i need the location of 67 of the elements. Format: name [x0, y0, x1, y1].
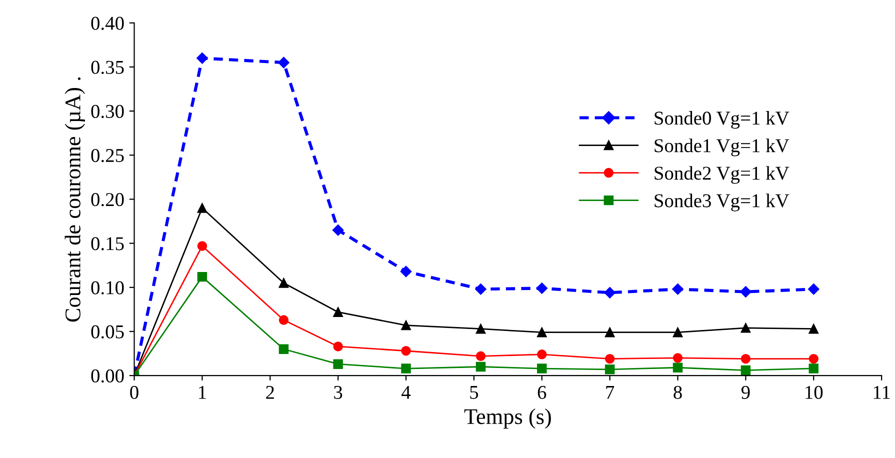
point — [740, 286, 752, 298]
point — [808, 364, 818, 374]
point — [197, 203, 208, 213]
x-tick-label: 9 — [741, 386, 750, 399]
legend-label: Sonde1 Vg=1 kV — [654, 138, 790, 156]
y-tick-label: 0.10 — [91, 281, 124, 294]
point — [808, 354, 818, 364]
point — [672, 353, 683, 363]
point — [476, 324, 486, 334]
point — [537, 364, 547, 374]
point — [476, 351, 486, 362]
point — [401, 320, 411, 330]
x-tick-label: 3 — [334, 386, 342, 399]
point — [604, 328, 615, 338]
x-tick-label: 7 — [606, 386, 614, 399]
y-axis-title: Courant de couronne (µA) . — [64, 77, 85, 322]
point — [672, 362, 683, 372]
point — [537, 328, 547, 338]
x-tick-label: 2 — [266, 386, 274, 399]
point — [475, 284, 486, 295]
x-tick-label: 0 — [130, 386, 138, 399]
x-tick-label: 8 — [674, 386, 682, 399]
point — [333, 307, 343, 317]
point — [332, 224, 344, 236]
point — [278, 278, 289, 288]
point — [278, 56, 290, 68]
point — [197, 272, 208, 282]
point — [604, 354, 615, 364]
y-tick-label: 0.00 — [91, 369, 124, 383]
point — [740, 365, 751, 376]
point — [672, 328, 683, 338]
point — [333, 342, 343, 352]
point — [537, 350, 547, 360]
point — [672, 284, 684, 295]
y-tick-label: 0.40 — [91, 16, 124, 30]
point — [604, 364, 615, 374]
x-tick-label: 6 — [538, 386, 546, 399]
x-tick-label: 4 — [402, 386, 411, 399]
y-tick-label: 0.25 — [91, 148, 124, 162]
legend-label: Sonde3 Vg=1 kV — [654, 194, 790, 212]
x-axis-title: Temps (s) — [464, 408, 551, 429]
point — [604, 287, 616, 298]
x-tick-label: 11 — [874, 386, 890, 399]
x-tick-label: 1 — [199, 386, 206, 399]
point — [740, 323, 751, 333]
point — [278, 315, 289, 325]
point — [197, 241, 208, 251]
legend-label: Sonde0 Vg=1 kV — [654, 111, 790, 129]
point — [400, 266, 412, 278]
point — [808, 324, 818, 334]
x-tick-label: 5 — [470, 386, 478, 399]
point — [536, 282, 548, 294]
x-tick-label: 10 — [806, 386, 823, 399]
point — [808, 284, 820, 295]
y-tick-label: 0.20 — [91, 193, 124, 206]
point — [476, 362, 486, 372]
point — [196, 52, 208, 64]
point — [278, 344, 289, 354]
point — [401, 364, 411, 374]
y-tick-label: 0.30 — [91, 104, 124, 118]
point — [740, 354, 751, 364]
y-tick-label: 0.15 — [91, 237, 124, 250]
point — [333, 359, 343, 369]
y-tick-label: 0.05 — [91, 325, 124, 338]
point — [401, 346, 411, 356]
y-tick-label: 0.35 — [91, 60, 124, 74]
legend-label: Sonde2 Vg=1 kV — [654, 166, 790, 184]
